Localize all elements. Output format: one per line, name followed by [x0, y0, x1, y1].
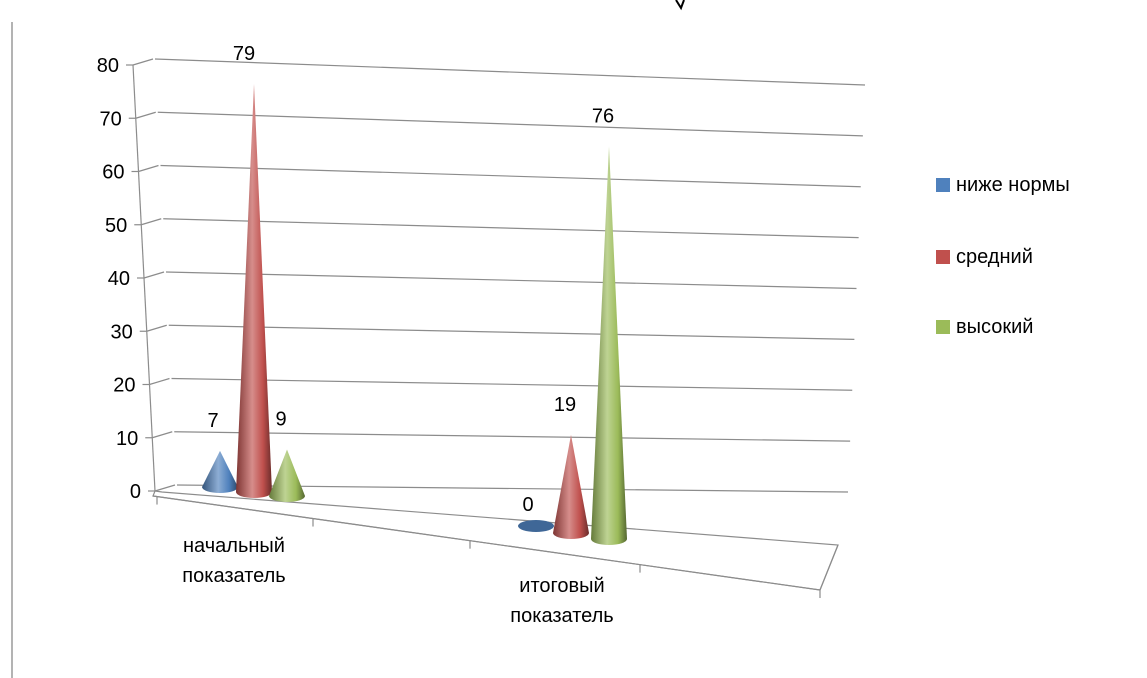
- cone-mark: [202, 450, 238, 493]
- wall-edge-line: [132, 58, 154, 66]
- wall-edge-line: [141, 218, 162, 226]
- cone-mark: [236, 83, 272, 498]
- data-label: 0: [522, 494, 533, 516]
- wall-edge-line: [152, 431, 173, 439]
- wall-edge-line: [154, 484, 176, 492]
- legend-swatch: [936, 250, 950, 264]
- cone-mark: [518, 520, 554, 532]
- floor-right-edge: [819, 544, 839, 591]
- data-label: 79: [233, 43, 255, 65]
- y-tick-label: 20: [113, 375, 135, 397]
- y-tick-labels: 0 10 20 30 40 50 60 70 80: [97, 55, 141, 503]
- y-tick-label: 70: [100, 108, 122, 130]
- legend: ниже нормы средний высокий: [936, 174, 1070, 338]
- data-label: 9: [275, 409, 286, 431]
- data-label: 19: [554, 394, 576, 416]
- y-tick-label: 40: [108, 268, 130, 290]
- gridline: [171, 377, 853, 391]
- cropped-glyph: [675, 0, 685, 11]
- y-tick-label: 60: [102, 162, 124, 184]
- axes: [126, 64, 839, 598]
- legend-swatch: [936, 320, 950, 334]
- cone-mark: [591, 146, 627, 546]
- wall-edge-line: [149, 377, 170, 386]
- legend-label: средний: [956, 246, 1033, 268]
- wall-edge-line: [146, 324, 167, 332]
- y-tick-label: 80: [97, 55, 119, 77]
- legend-swatch: [936, 178, 950, 192]
- x-axis-line: [152, 495, 821, 591]
- gridline: [163, 218, 859, 239]
- cone-marks: [202, 83, 627, 546]
- y-tick-label: 0: [130, 481, 141, 503]
- wall-edge-line: [143, 271, 165, 279]
- data-label: 7: [207, 410, 218, 432]
- gridline: [154, 58, 866, 86]
- gridline: [165, 271, 857, 290]
- legend-label: высокий: [956, 316, 1033, 338]
- x-category-label: начальный показатель: [182, 535, 285, 587]
- y-tick-label: 50: [105, 215, 127, 237]
- wall-edge-line: [135, 111, 156, 119]
- data-label: 76: [592, 105, 614, 127]
- cone-mark: [553, 434, 589, 539]
- x-category-label: итоговый показатель: [510, 575, 613, 627]
- y-tick-label: 10: [116, 428, 138, 450]
- wall-edge-line: [138, 164, 159, 173]
- gridline: [174, 431, 851, 442]
- x-category-labels: начальный показатель итоговый показатель: [182, 535, 613, 627]
- gridline: [157, 111, 863, 137]
- gridline: [160, 164, 861, 188]
- legend-label: ниже нормы: [956, 174, 1070, 196]
- y-tick-label: 30: [111, 321, 133, 343]
- cone-mark: [269, 449, 305, 502]
- gridline: [168, 324, 855, 340]
- y-axis-line: [132, 64, 156, 492]
- data-labels: 7 0 79 19 9 76: [207, 43, 614, 516]
